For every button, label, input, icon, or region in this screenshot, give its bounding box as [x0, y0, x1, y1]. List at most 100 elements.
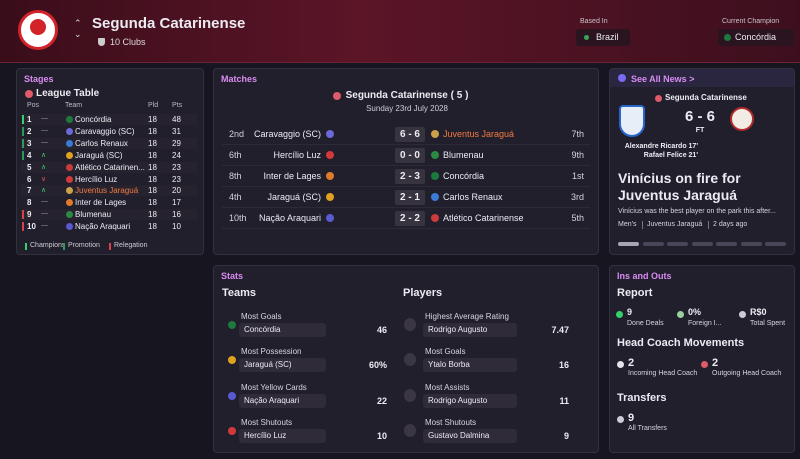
trend: ∧ [41, 151, 47, 159]
team[interactable]: Jaraguá (SC) [75, 150, 123, 160]
points: 24 [172, 150, 181, 160]
stat-label: Most Shutouts [425, 417, 477, 427]
table-row: 8 — Inter de Lages 18 17 [21, 197, 197, 208]
away-team[interactable]: Juventus Jaraguá [443, 129, 515, 139]
competition-title: Segunda Catarinense [92, 15, 246, 32]
chip[interactable]: Brazil [576, 29, 630, 46]
stat-value: 16 [558, 360, 569, 371]
team[interactable]: Juventus Jaraguá [75, 186, 139, 196]
page-indicator[interactable] [667, 242, 688, 246]
stat-chip [239, 393, 326, 408]
position: 3 [27, 138, 32, 148]
legend-swatch [25, 243, 27, 250]
position: 1 [27, 115, 32, 124]
player-avatar [404, 318, 416, 331]
home-position: 8th [229, 171, 242, 181]
played: 18 [148, 174, 157, 184]
count: R$0 [750, 307, 767, 317]
team[interactable]: Inter de Lages [75, 198, 127, 208]
icon [66, 175, 73, 183]
stat-label: Highest Average Rating [425, 312, 509, 321]
away-team[interactable]: Carlos Renaux [443, 192, 503, 202]
stat-label: Most Possession [241, 347, 302, 357]
page-indicator[interactable] [618, 242, 639, 246]
count-label[interactable]: Done Deals [627, 320, 664, 327]
count-label[interactable]: Foreign I... [688, 320, 722, 327]
home-team[interactable]: Caravaggio (SC) [253, 129, 321, 139]
stat-name[interactable]: Rodrigo Augusto [428, 325, 488, 334]
trend: — [41, 198, 48, 206]
team[interactable]: Concórdia [75, 115, 112, 124]
section-title: Head Coach Movements [617, 337, 745, 349]
count-label[interactable]: Total Spent [750, 320, 786, 327]
stat-name[interactable]: Rodrigo Augusto [428, 395, 488, 405]
away-team[interactable]: Atlético Catarinense [443, 213, 524, 223]
stat-chip [423, 393, 517, 408]
away-team[interactable]: Blumenau [443, 150, 484, 160]
score[interactable]: 6 - 6 [395, 127, 425, 142]
played: 18 [148, 150, 157, 160]
page-indicator[interactable] [716, 242, 737, 246]
page-indicator[interactable] [691, 242, 713, 246]
team[interactable]: Caravaggio (SC) [75, 126, 135, 136]
clubs-count: 10 Clubs [110, 37, 146, 47]
team[interactable]: Blumenau [75, 210, 112, 220]
stages-panel: Stages League Table Pos Team Pld Pts 1 — Concórd… [16, 68, 204, 255]
icon [66, 223, 73, 231]
row-divider [222, 144, 590, 145]
logo [18, 10, 58, 50]
home-team[interactable]: Inter de Lages [263, 171, 321, 181]
stat-name[interactable]: Jaraguá (SC) [244, 360, 292, 370]
icon [333, 92, 341, 100]
see-all-news[interactable]: See All News > [631, 74, 695, 84]
stat-name[interactable]: Nação Araquari [244, 395, 300, 405]
page-indicator[interactable] [740, 242, 762, 246]
icon [326, 172, 334, 180]
played: 18 [148, 126, 157, 136]
count: 0% [688, 307, 702, 317]
stat-name[interactable]: Hercílio Luz [244, 430, 287, 440]
page-indicator[interactable] [642, 242, 664, 246]
panel-title: Matches [221, 74, 258, 84]
chip[interactable]: Concórdia [718, 29, 794, 46]
home-team[interactable]: Nação Araquari [258, 213, 321, 223]
team[interactable]: Carlos Renaux [75, 138, 128, 148]
table-row: 3 — Carlos Renaux 18 29 [21, 137, 197, 149]
score[interactable]: 2 - 3 [395, 169, 425, 184]
zone-bar [22, 150, 24, 160]
home-team[interactable]: Hercílio Luz [273, 150, 321, 160]
score[interactable]: 2 - 2 [395, 211, 425, 226]
scorer: Rafael Felice 21' [643, 152, 698, 159]
tag: Juventus Jaraguá [647, 221, 703, 228]
away-team[interactable]: Concórdia [443, 171, 485, 181]
icon [431, 151, 439, 159]
home-team[interactable]: Jaraguá (SC) [267, 192, 321, 202]
tag: 2 days ago [713, 221, 748, 228]
score[interactable]: 2 - 1 [395, 190, 425, 205]
team[interactable]: Nação Araquari [75, 222, 131, 232]
stat-chip [423, 428, 517, 443]
stat-name[interactable]: Gustavo Dalmina [428, 430, 490, 440]
column-header: Pos [27, 102, 40, 109]
icon [618, 74, 626, 82]
headline[interactable]: Vinícius on fire for Juventus Jaraguá [618, 170, 741, 203]
stat-name[interactable]: Ytalo Borba [428, 360, 470, 370]
page-indicator[interactable] [765, 242, 786, 246]
away-crest [730, 107, 754, 131]
stat-name[interactable]: Concórdia [244, 325, 281, 334]
position: 5 [27, 162, 32, 172]
count-label[interactable]: Outgoing Head Coach [712, 370, 782, 377]
count-label[interactable]: Incoming Head Coach [628, 370, 698, 377]
stat-value: 22 [376, 395, 387, 406]
column-header: Team [65, 102, 83, 109]
table-row: 6 ∨ Hercílio Luz 18 23 [21, 174, 197, 185]
trend: — [41, 222, 48, 230]
team[interactable]: Atlético Catarinen... [75, 162, 145, 172]
table-row: 1 — Concórdia 18 48 [21, 114, 197, 125]
points: 20 [172, 186, 181, 196]
score[interactable]: 0 - 0 [395, 148, 425, 163]
team[interactable]: Hercílio Luz [75, 174, 118, 184]
count-label[interactable]: All Transfers [628, 425, 667, 432]
column-header: Pts [172, 102, 183, 109]
points: 29 [172, 138, 181, 148]
